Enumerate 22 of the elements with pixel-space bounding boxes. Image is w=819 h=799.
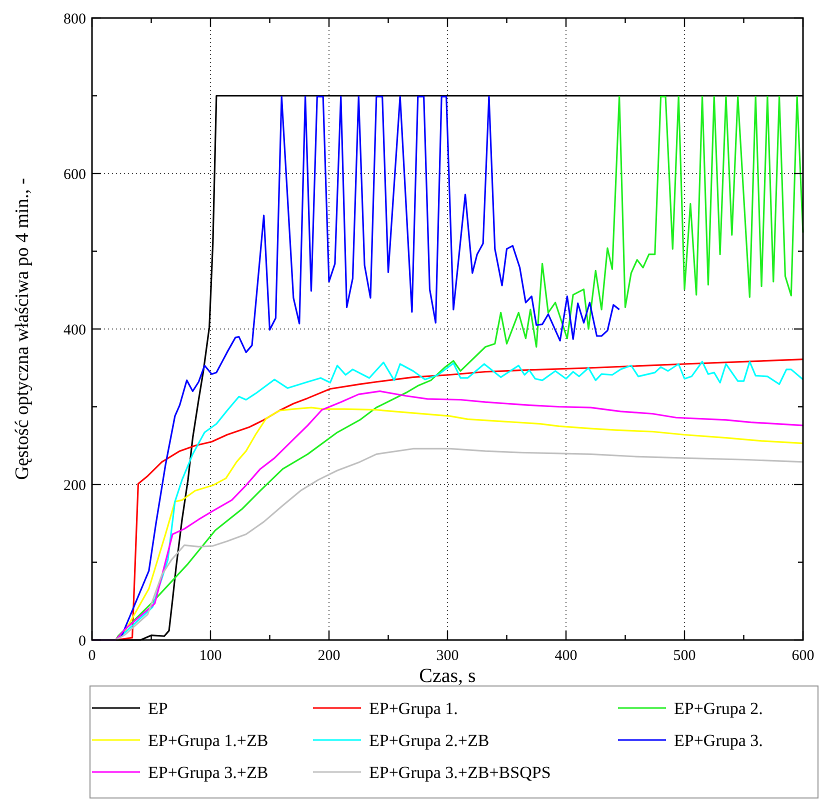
legend-label: EP+Grupa 3.+ZB+BSQPS <box>369 762 551 782</box>
legend-label: EP+Grupa 3.+ZB <box>148 762 268 782</box>
x-tick-label: 0 <box>88 648 96 664</box>
y-tick-label: 200 <box>64 478 86 494</box>
x-tick-label: 200 <box>318 648 340 664</box>
x-tick-label: 100 <box>199 648 222 664</box>
legend-label: EP+Grupa 3. <box>674 730 763 750</box>
y-tick-label: 600 <box>64 166 86 183</box>
x-tick-label: 600 <box>792 648 814 664</box>
legend-label: EP+Grupa 1.+ZB <box>148 730 268 750</box>
legend-label: EP <box>148 698 168 718</box>
x-tick-label: 300 <box>436 648 459 664</box>
x-tick-label: 500 <box>673 648 696 664</box>
x-tick-label: 400 <box>554 648 578 664</box>
y-axis-title: Gęstość optyczna właściwa po 4 min., - <box>12 178 33 480</box>
legend-label: EP+Grupa 2. <box>674 698 763 718</box>
x-axis-title: Czas, s <box>419 665 476 687</box>
y-tick-label: 400 <box>64 322 86 338</box>
y-tick-label: 0 <box>78 633 86 650</box>
y-tick-label: 800 <box>64 11 86 28</box>
legend-label: EP+Grupa 2.+ZB <box>369 730 490 750</box>
legend-label: EP+Grupa 1. <box>369 698 458 718</box>
